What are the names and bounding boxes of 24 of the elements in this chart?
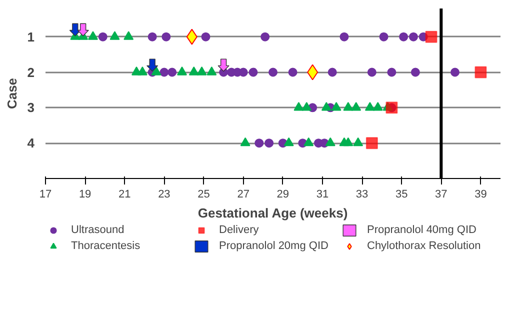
x-tick-label: 39 xyxy=(474,188,487,200)
legend-label: Thoracentesis xyxy=(71,239,142,253)
y-axis-title: Case xyxy=(4,78,20,110)
x-tick-label: 21 xyxy=(118,188,131,200)
x-tick-label: 33 xyxy=(356,188,368,200)
y-tick-label: 2 xyxy=(27,64,35,80)
x-tick-label: 25 xyxy=(198,188,210,200)
y-tick-label: 4 xyxy=(27,136,36,151)
x-tick-label: 23 xyxy=(158,188,170,200)
legend-label: Propranolol 40mg QID xyxy=(367,223,478,237)
legend-label: Delivery xyxy=(219,223,260,237)
legend-label: Propranolol 20mg QID xyxy=(219,239,330,253)
x-tick-label: 19 xyxy=(78,188,92,200)
x-tick-label: 37 xyxy=(435,188,448,200)
y-tick-label: 1 xyxy=(27,29,35,44)
x-tick-label: 35 xyxy=(395,188,408,200)
x-tick-label: 31 xyxy=(316,188,329,200)
y-tick-label: 3 xyxy=(27,100,35,116)
x-tick-label: 17 xyxy=(39,188,52,200)
x-tick-label: 27 xyxy=(237,188,250,200)
legend-label: Chylothorax Resolution xyxy=(367,239,482,253)
x-axis-title: Gestational Age (weeks) xyxy=(198,206,348,220)
x-tick-label: 29 xyxy=(276,188,290,200)
legend-label: Ultrasound xyxy=(71,223,126,237)
